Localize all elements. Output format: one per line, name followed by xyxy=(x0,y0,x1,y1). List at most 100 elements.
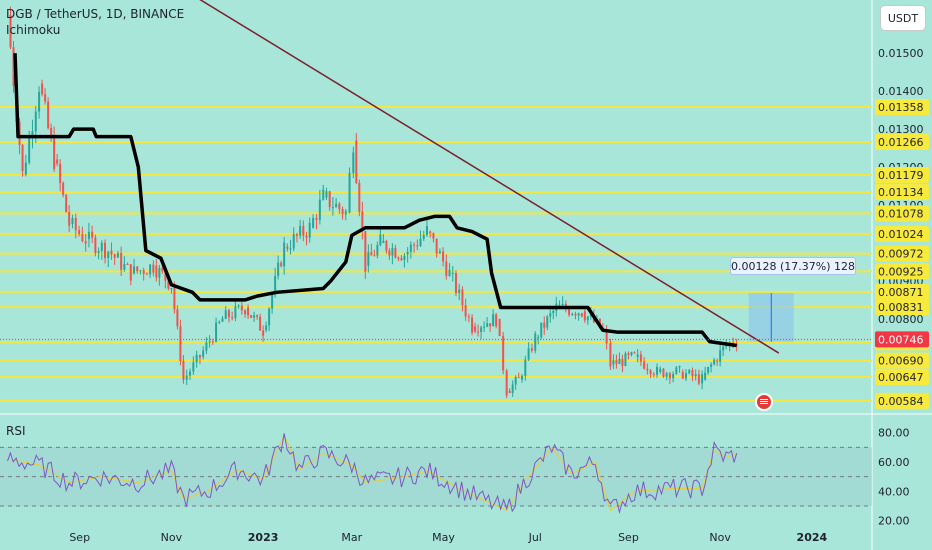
level-price-label: 0.00925 xyxy=(878,265,924,278)
candle-body xyxy=(179,326,182,361)
candle-body xyxy=(627,353,630,355)
time-axis-label: Nov xyxy=(161,531,183,544)
candle-body xyxy=(65,194,68,213)
level-price-label: 0.00647 xyxy=(878,371,924,384)
time-axis-label: 2023 xyxy=(248,531,279,544)
candle-body xyxy=(50,127,53,138)
candle-body xyxy=(678,366,681,368)
candle-body xyxy=(618,358,621,364)
candle-body xyxy=(305,235,308,238)
price-axis-label: 0.00800 xyxy=(878,313,924,326)
candle-body xyxy=(492,314,495,327)
level-price-tag xyxy=(875,299,929,316)
candle-body xyxy=(97,251,100,254)
candle-body xyxy=(158,267,161,278)
candle-body xyxy=(474,326,477,332)
candle-body xyxy=(74,218,77,231)
candle-body xyxy=(546,316,549,328)
level-price-label: 0.00690 xyxy=(878,355,924,368)
level-price-tag xyxy=(875,205,929,222)
candle-body xyxy=(697,374,700,384)
candle-body xyxy=(367,252,370,266)
level-price-label: 0.01024 xyxy=(878,228,924,241)
rsi-label[interactable]: RSI xyxy=(6,424,26,438)
candle-body xyxy=(256,315,259,317)
level-price-tag xyxy=(875,167,929,184)
candle-body xyxy=(707,366,710,373)
candle-body xyxy=(385,240,388,251)
candle-body xyxy=(471,317,474,333)
candle-body xyxy=(413,244,416,246)
candle-body xyxy=(649,370,652,375)
level-price-tag xyxy=(875,225,929,242)
measure-label: 0.00128 (17.37%) 128 xyxy=(730,257,856,275)
candle-body xyxy=(636,354,639,357)
candle-body xyxy=(355,140,358,183)
trendline xyxy=(199,0,780,354)
candle-body xyxy=(41,83,44,95)
candle-body xyxy=(571,313,574,315)
currency-button[interactable]: USDT xyxy=(880,5,926,31)
level-price-label: 0.00871 xyxy=(878,286,924,299)
candle-body xyxy=(280,262,283,267)
candle-body xyxy=(81,234,84,242)
level-price-tag xyxy=(875,352,929,369)
candle-body xyxy=(454,272,457,294)
candle-body xyxy=(182,360,185,380)
level-price-label: 0.01078 xyxy=(878,207,924,220)
candle-body xyxy=(335,203,338,208)
candle-body xyxy=(467,316,470,318)
candle-body xyxy=(662,368,665,377)
candle-body xyxy=(113,254,116,258)
level-price-tag xyxy=(875,245,929,262)
candle-body xyxy=(68,212,71,226)
rsi-axis-label: 40.00 xyxy=(878,485,910,498)
candle-body xyxy=(422,234,425,239)
candle-body xyxy=(322,189,325,200)
candle-body xyxy=(215,322,218,342)
candle-body xyxy=(84,241,87,244)
candle-body xyxy=(409,244,412,252)
symbol-title[interactable]: DGB / TetherUS, 1D, BINANCE xyxy=(6,7,185,21)
candle-body xyxy=(341,209,344,215)
candle-body xyxy=(100,242,103,252)
candle-body xyxy=(176,309,179,327)
candle-body xyxy=(589,314,592,317)
candle-body xyxy=(583,311,586,321)
candle-body xyxy=(271,294,274,309)
price-axis-label: 0.01400 xyxy=(878,85,924,98)
time-axis-label: 2024 xyxy=(797,531,828,544)
candle-body xyxy=(370,252,373,256)
candle-body xyxy=(299,225,302,236)
candle-body xyxy=(338,203,341,210)
candle-body xyxy=(139,270,142,272)
candle-body xyxy=(259,316,262,331)
candle-body xyxy=(205,342,208,351)
level-price-label: 0.01266 xyxy=(878,136,924,149)
candle-body xyxy=(495,314,498,327)
candle-body xyxy=(633,352,636,354)
rsi-axis-label: 20.00 xyxy=(878,515,910,528)
candle-body xyxy=(24,162,27,175)
candle-body xyxy=(675,367,678,374)
candle-body xyxy=(274,275,277,295)
candle-body xyxy=(218,321,221,323)
candle-body xyxy=(71,218,74,224)
candle-body xyxy=(170,288,173,290)
candle-body xyxy=(710,364,713,367)
candle-body xyxy=(543,322,546,328)
candle-body xyxy=(382,240,385,243)
candle-body xyxy=(379,234,382,246)
candle-body xyxy=(419,238,422,246)
candle-body xyxy=(352,152,355,173)
candle-body xyxy=(202,350,205,357)
candle-body xyxy=(208,341,211,343)
candle-body xyxy=(133,266,136,274)
candle-body xyxy=(325,191,328,198)
candle-body xyxy=(192,362,195,372)
us-flag-icon[interactable] xyxy=(755,393,773,411)
indicator-name[interactable]: Ichimoku xyxy=(6,23,61,37)
candle-body xyxy=(250,315,253,318)
